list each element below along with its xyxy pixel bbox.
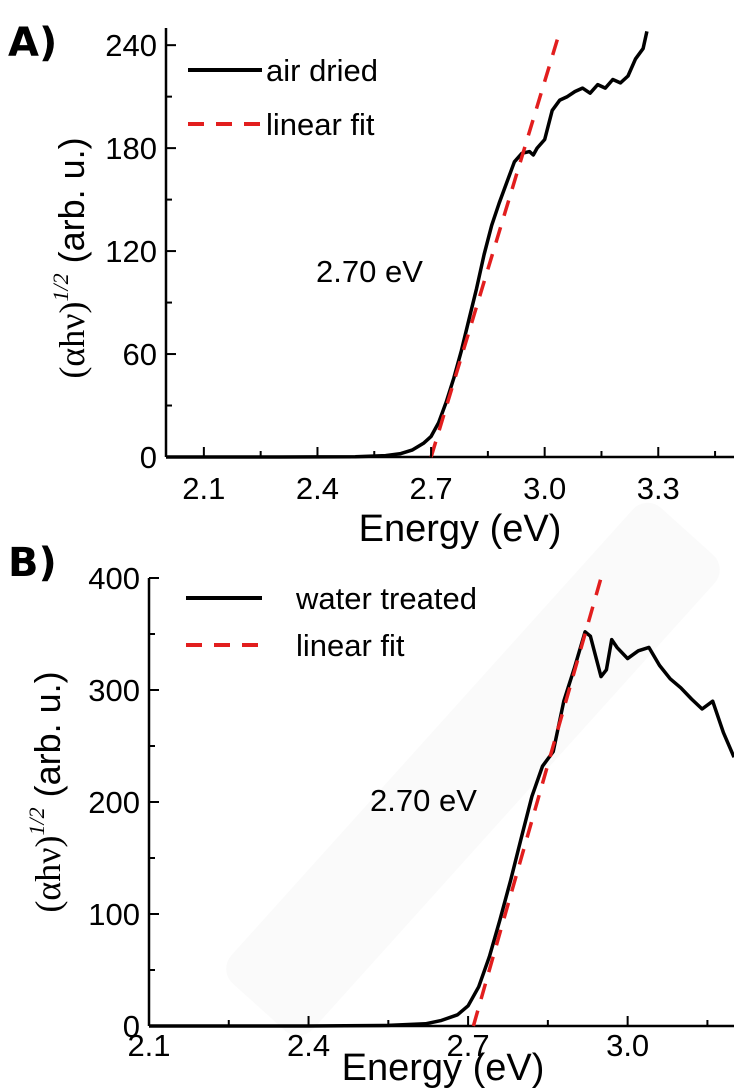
panel-a: A) 2.1 2.4 2.7 3.0 3.3 0 60 120 180 240 Energy (e… [8,20,734,550]
panel-a-x-tick-label: 2.1 [182,471,225,506]
panel-b-legend-linear-fit-label: linear fit [296,628,405,663]
panel-b-y-tick-label: 200 [88,785,140,820]
panel-b-y-tick-label: 400 [88,561,140,596]
panel-a-series-linear-fit-line [429,30,562,458]
panel-b-series-linear-fit-line [471,577,603,1027]
panel-b-x-tick-label: 2.4 [287,1028,330,1063]
panel-a-ticks: 2.1 2.4 2.7 3.0 3.3 0 60 120 180 240 [105,28,717,506]
panel-b-legend-water-treated-label: water treated [295,581,477,616]
panel-b-ticks: 2.1 2.4 2.7 3.0 0 100 200 300 400 [88,561,709,1063]
panel-a-y-axis-title: (αhν)1/2 (arb. u.) [48,137,92,378]
panel-a-legend-linear-fit-label: linear fit [266,107,375,142]
panel-b-x-tick-label: 2.7 [447,1028,490,1063]
panel-a-legend-air-dried-label: air dried [266,53,378,88]
panel-a-x-tick-label: 3.0 [523,471,566,506]
panel-b-y-tick-label: 0 [123,1009,140,1044]
panel-a-y-tick-label: 240 [105,28,157,63]
panel-b-x-axis-title: Energy (eV) [342,1047,545,1089]
panel-b: B) 2.1 2.4 2.7 3.0 0 100 200 300 400 Energy (eV)… [8,540,734,1089]
panel-a-series [166,30,649,459]
panel-a-x-tick-label: 2.7 [410,471,453,506]
panel-a-y-tick-label: 0 [140,440,157,475]
panel-a-y-tick-label: 60 [123,337,157,372]
panel-a-x-tick-label: 3.3 [637,471,680,506]
panel-b-x-tick-label: 3.0 [606,1028,649,1063]
watermark [226,502,720,1036]
panel-a-x-tick-label: 2.4 [296,471,339,506]
panel-b-band-gap-annotation: 2.70 eV [370,783,477,818]
panel-b-series [149,577,734,1028]
panel-b-series-spectrum-line [149,630,734,1028]
panel-b-label: B) [8,540,57,586]
panel-b-y-axis-title: (αhν)1/2 (arb. u.) [24,671,68,912]
panel-b-legend: water treated linear fit [186,581,477,663]
panel-a-y-tick-label: 120 [105,234,157,269]
panel-b-y-tick-label: 300 [88,673,140,708]
panel-a-label: A) [8,20,57,66]
panel-a-legend: air dried linear fit [188,53,378,142]
panel-b-y-tick-label: 100 [88,897,140,932]
panel-a-y-tick-label: 180 [105,131,157,166]
panel-a-x-axis-title: Energy (eV) [359,508,562,550]
panel-b-x-tick-label: 2.1 [127,1028,170,1063]
panel-a-band-gap-annotation: 2.70 eV [316,254,423,289]
panel-a-series-spectrum-line [166,31,649,459]
